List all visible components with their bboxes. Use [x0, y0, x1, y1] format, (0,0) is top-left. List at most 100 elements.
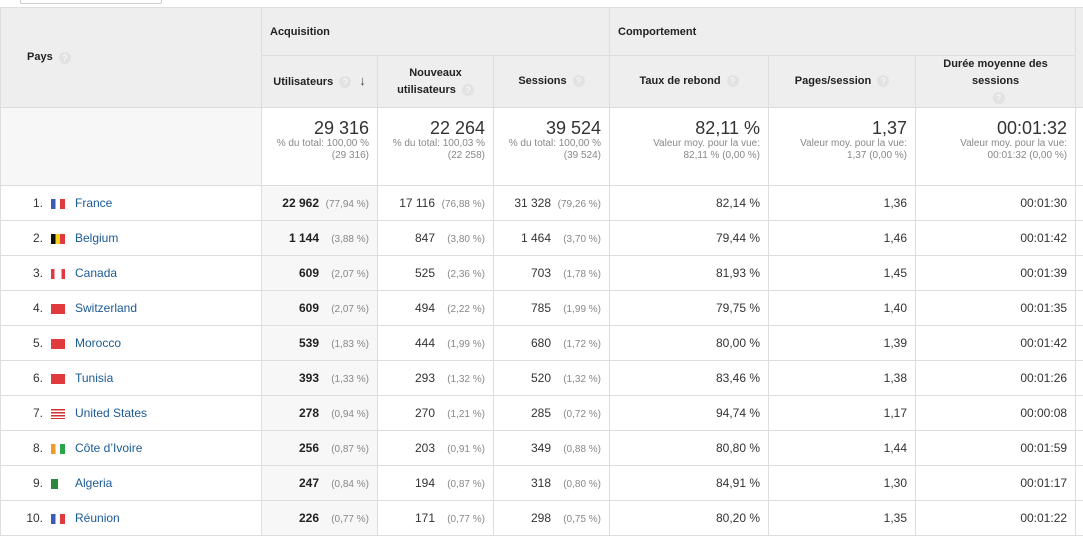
- help-icon[interactable]: ?: [727, 75, 739, 87]
- flag-icon-be: [51, 234, 65, 244]
- value: 1 144: [289, 231, 319, 245]
- value: 1,45: [884, 266, 907, 280]
- new-users-cell: 847(3,80 %): [378, 221, 494, 256]
- country-cell: 6.Tunisia: [1, 361, 262, 396]
- users-cell: 226(0,77 %): [262, 501, 378, 536]
- percent: (1,72 %): [557, 339, 601, 350]
- value: 1,35: [884, 511, 907, 525]
- totals-row: 29 316% du total: 100,00 %(29 316) 22 26…: [1, 108, 1083, 186]
- flag-icon-dz: [51, 479, 65, 489]
- users-cell: 393 (1,33 %): [262, 361, 378, 396]
- extra-cell: [1076, 431, 1083, 466]
- users-cell: 609(2,07 %): [262, 291, 378, 326]
- value: 00:00:08: [1020, 406, 1067, 420]
- column-header-new-users[interactable]: Nouveaux utilisateurs?: [378, 56, 494, 108]
- help-icon[interactable]: ?: [462, 84, 474, 96]
- value: 285: [531, 406, 551, 420]
- sessions-cell: 1 464(3,70 %): [494, 221, 610, 256]
- value: 1,40: [884, 301, 907, 315]
- percent: (2,36 %): [441, 269, 485, 280]
- extra-cell: [1076, 466, 1083, 501]
- total-note: (22 258): [386, 150, 485, 162]
- total-note: 82,11 % (0,00 %): [618, 150, 760, 162]
- extra-cell: [1076, 326, 1083, 361]
- help-icon[interactable]: ?: [59, 52, 71, 64]
- totals-label-cell: [1, 108, 262, 186]
- country-link[interactable]: Morocco: [75, 336, 121, 350]
- value: 00:01:26: [1020, 371, 1067, 385]
- users-cell: 609(2,07 %): [262, 256, 378, 291]
- value: 00:01:59: [1020, 441, 1067, 455]
- flag-icon-ci: [51, 444, 65, 454]
- group-header-acquisition: Acquisition: [262, 8, 610, 56]
- value: 609: [299, 266, 319, 280]
- country-cell: 8.Côte d’Ivoire: [1, 431, 262, 466]
- value: 00:01:42: [1020, 231, 1067, 245]
- column-header-users[interactable]: Utilisateurs?↓: [262, 56, 378, 108]
- flag-icon-us: [51, 409, 65, 419]
- percent: (0,88 %): [557, 444, 601, 455]
- value: 83,46 %: [716, 371, 760, 385]
- country-link[interactable]: Belgium: [75, 231, 118, 245]
- duration-cell: 00:01:35: [916, 291, 1076, 326]
- help-icon[interactable]: ?: [573, 75, 585, 87]
- value: 84,91 %: [716, 476, 760, 490]
- country-link[interactable]: United States: [75, 406, 147, 420]
- sessions-cell: 298(0,75 %): [494, 501, 610, 536]
- value: 80,00 %: [716, 336, 760, 350]
- value: 539: [299, 336, 319, 350]
- percent: (0,75 %): [557, 514, 601, 525]
- percent: (1,33 %): [325, 374, 369, 385]
- column-header-sessions[interactable]: Sessions?: [494, 56, 610, 108]
- country-link[interactable]: France: [75, 196, 112, 210]
- row-index: 4.: [9, 301, 51, 315]
- value: 1,39: [884, 336, 907, 350]
- flag-icon-re: [51, 514, 65, 524]
- extra-cell: [1076, 221, 1083, 256]
- duration-cell: 00:01:59: [916, 431, 1076, 466]
- column-header-avg-duration[interactable]: Durée moyenne des sessions?: [916, 56, 1076, 108]
- percent: (0,77 %): [325, 514, 369, 525]
- country-link[interactable]: Switzerland: [75, 301, 137, 315]
- percent: (1,99 %): [441, 339, 485, 350]
- country-link[interactable]: Algeria: [75, 476, 112, 490]
- value: 393: [299, 371, 319, 385]
- extra-cell: [1076, 501, 1083, 536]
- search-box[interactable]: [20, 0, 162, 4]
- value: 82,14 %: [716, 196, 760, 210]
- value: 680: [531, 336, 551, 350]
- sort-down-icon[interactable]: ↓: [359, 73, 366, 88]
- country-link[interactable]: Tunisia: [75, 371, 113, 385]
- country-link[interactable]: Côte d’Ivoire: [75, 441, 142, 455]
- help-icon[interactable]: ?: [993, 92, 1005, 104]
- row-index: 1.: [9, 196, 51, 210]
- total-value: 22 264: [386, 118, 485, 138]
- value: 79,75 %: [716, 301, 760, 315]
- total-value: 82,11 %: [618, 118, 760, 138]
- new-users-cell: 203(0,91 %): [378, 431, 494, 466]
- value: 318: [531, 476, 551, 490]
- help-icon[interactable]: ?: [339, 76, 351, 88]
- country-link[interactable]: Réunion: [75, 511, 120, 525]
- bounce-cell: 80,80 %: [610, 431, 769, 466]
- new-users-label: Nouveaux utilisateurs: [397, 67, 462, 96]
- column-header-bounce-rate[interactable]: Taux de rebond?: [610, 56, 769, 108]
- duration-label: Durée moyenne des sessions: [943, 58, 1048, 87]
- bounce-label: Taux de rebond: [639, 75, 720, 87]
- sessions-cell: 680 (1,72 %): [494, 326, 610, 361]
- column-header-pays[interactable]: Pays?: [1, 8, 262, 108]
- total-note: % du total: 100,00 %: [270, 138, 369, 150]
- total-sessions: 39 524% du total: 100,00 %(39 524): [494, 108, 610, 186]
- column-header-pages-session[interactable]: Pages/session?: [769, 56, 916, 108]
- percent: (1,78 %): [557, 269, 601, 280]
- country-cell: 9.Algeria: [1, 466, 262, 501]
- country-link[interactable]: Canada: [75, 266, 117, 280]
- bounce-cell: 81,93 %: [610, 256, 769, 291]
- total-users: 29 316% du total: 100,00 %(29 316): [262, 108, 378, 186]
- help-icon[interactable]: ?: [877, 75, 889, 87]
